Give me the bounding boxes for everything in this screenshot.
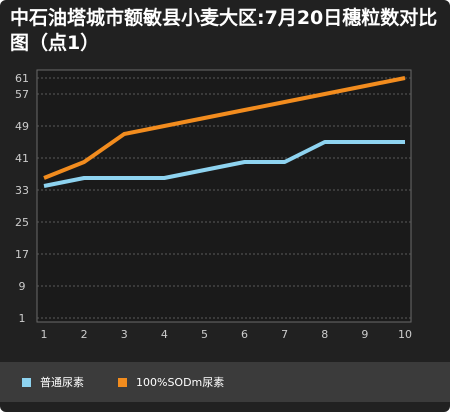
plot-area	[36, 69, 412, 323]
legend-item-series-1[interactable]: 普通尿素	[22, 374, 84, 390]
y-tick-label: 9	[19, 280, 26, 293]
y-tick-label: 25	[15, 216, 29, 229]
x-axis-ticks: 1 2 3 4 5 6 7 8 9 10	[41, 328, 413, 341]
y-tick-label: 57	[15, 88, 29, 101]
legend-label-series-1: 普通尿素	[40, 376, 84, 389]
y-axis-ticks: 1 9 17 25 33 41 49 57 61	[15, 72, 29, 325]
x-tick-label: 4	[161, 328, 168, 341]
x-tick-label: 10	[398, 328, 412, 341]
y-tick-label: 61	[15, 72, 29, 85]
series-lines	[43, 76, 406, 188]
legend-item-series-2[interactable]: 100%SODm尿素	[118, 374, 224, 390]
x-tick-label: 8	[321, 328, 328, 341]
legend-swatch-series-1	[22, 377, 31, 387]
chart-plot: 1 9 17 25 33 41 49 57 61 1 2 3 4 5 6 7 8 9 10	[15, 69, 413, 341]
y-tick-label: 1	[19, 312, 26, 325]
legend-label-series-2: 100%SODm尿素	[136, 376, 225, 389]
x-tick-label: 2	[81, 328, 88, 341]
y-tick-label: 17	[15, 248, 29, 261]
y-tick-label: 49	[15, 120, 29, 133]
y-tick-label: 41	[15, 152, 29, 165]
x-tick-label: 6	[241, 328, 248, 341]
x-tick-label: 5	[201, 328, 208, 341]
x-tick-label: 9	[361, 328, 368, 341]
series-line-2	[43, 76, 406, 180]
x-tick-label: 3	[121, 328, 128, 341]
chart-title: 中石油塔城市额敏县小麦大区:7月20日穗粒数对比图（点1）	[10, 7, 438, 54]
series-line-1	[43, 140, 405, 188]
legend-swatch-series-2	[118, 377, 127, 387]
legend: 普通尿素 100%SODm尿素	[0, 362, 450, 402]
x-tick-label: 1	[41, 328, 48, 341]
y-tick-label: 33	[15, 184, 29, 197]
x-tick-label: 7	[281, 328, 288, 341]
